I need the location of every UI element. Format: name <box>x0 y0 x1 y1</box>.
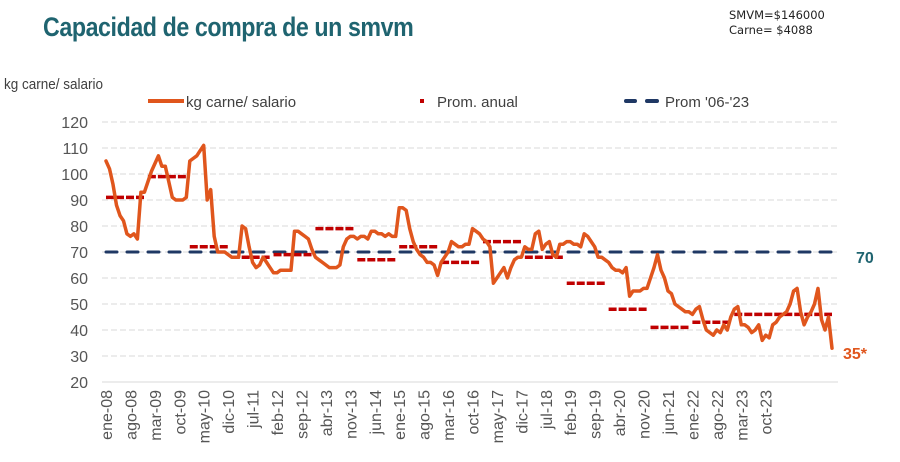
y-axis-ticks: 20 30 40 50 60 70 80 90 100 110 120 <box>61 115 88 392</box>
x-tick-label: feb-12 <box>270 390 287 435</box>
x-tick-label: oct-23 <box>759 390 776 435</box>
x-axis-ticks: ene-08 ago-08 mar-09 oct-09 may-10 dic-10 jul-… <box>99 390 776 443</box>
y-tick-label: 70 <box>70 245 88 262</box>
x-tick-label: oct-09 <box>172 390 189 435</box>
x-tick-label: may-17 <box>490 390 507 443</box>
legend-swatch-annual <box>420 99 424 103</box>
legend-label-lt-avg: Prom '06-'23 <box>665 94 749 111</box>
x-tick-label: nov-13 <box>343 390 360 439</box>
x-tick-label: jul-18 <box>539 390 556 430</box>
x-tick-label: ago-22 <box>710 390 727 440</box>
annual-averages <box>106 174 832 330</box>
x-tick-label: mar-16 <box>441 390 458 441</box>
legend: kg carne/ salario Prom. anual Prom '06-'… <box>148 94 749 111</box>
x-tick-label: dic-17 <box>514 390 531 434</box>
x-tick-label: feb-19 <box>563 390 580 435</box>
y-tick-label: 50 <box>70 297 88 314</box>
x-tick-label: jun-21 <box>661 390 678 436</box>
x-tick-label: ene-08 <box>99 390 116 440</box>
y-tick-label: 40 <box>70 323 88 340</box>
y-tick-label: 90 <box>70 193 88 210</box>
x-tick-label: sep-19 <box>588 390 605 439</box>
x-tick-label: abr-13 <box>319 390 336 436</box>
x-tick-label: ene-22 <box>685 390 702 440</box>
x-tick-label: abr-20 <box>612 390 629 436</box>
y-tick-label: 20 <box>70 375 88 392</box>
y-tick-label: 100 <box>61 167 88 184</box>
note-smvm: SMVM=$146000 <box>729 8 825 22</box>
x-tick-label: jun-14 <box>368 390 385 436</box>
x-tick-label: mar-09 <box>148 390 165 441</box>
y-tick-label: 80 <box>70 219 88 236</box>
y-tick-label: 30 <box>70 349 88 366</box>
y-tick-label: 120 <box>61 115 88 132</box>
chart-title: Capacidad de compra de un smvm <box>43 12 414 42</box>
x-tick-label: ago-08 <box>123 390 140 440</box>
x-tick-label: mar-23 <box>734 390 751 441</box>
annotations: 70 35* <box>843 250 874 363</box>
x-tick-label: ene-15 <box>392 390 409 440</box>
annotation-long-term-average: 70 <box>856 250 874 267</box>
main-series <box>104 143 834 350</box>
y-axis-label: kg carne/ salario <box>4 76 104 93</box>
legend-label-annual: Prom. anual <box>437 94 518 111</box>
y-tick-label: 60 <box>70 271 88 288</box>
x-tick-label: ago-15 <box>417 390 434 440</box>
legend-label-series: kg carne/ salario <box>186 94 296 111</box>
x-tick-label: nov-20 <box>637 390 654 439</box>
x-tick-label: sep-12 <box>294 390 311 439</box>
note-box: SMVM=$146000 Carne= $4088 <box>729 8 825 38</box>
x-tick-label: dic-10 <box>221 390 238 434</box>
annotation-last-value: 35* <box>843 346 868 363</box>
note-carne: Carne= $4088 <box>729 23 813 37</box>
y-tick-label: 110 <box>62 141 88 158</box>
x-tick-label: jul-11 <box>246 390 263 429</box>
series-line-kg-carne <box>104 143 834 350</box>
x-tick-label: may-10 <box>197 390 214 443</box>
x-tick-label: oct-16 <box>465 390 482 435</box>
